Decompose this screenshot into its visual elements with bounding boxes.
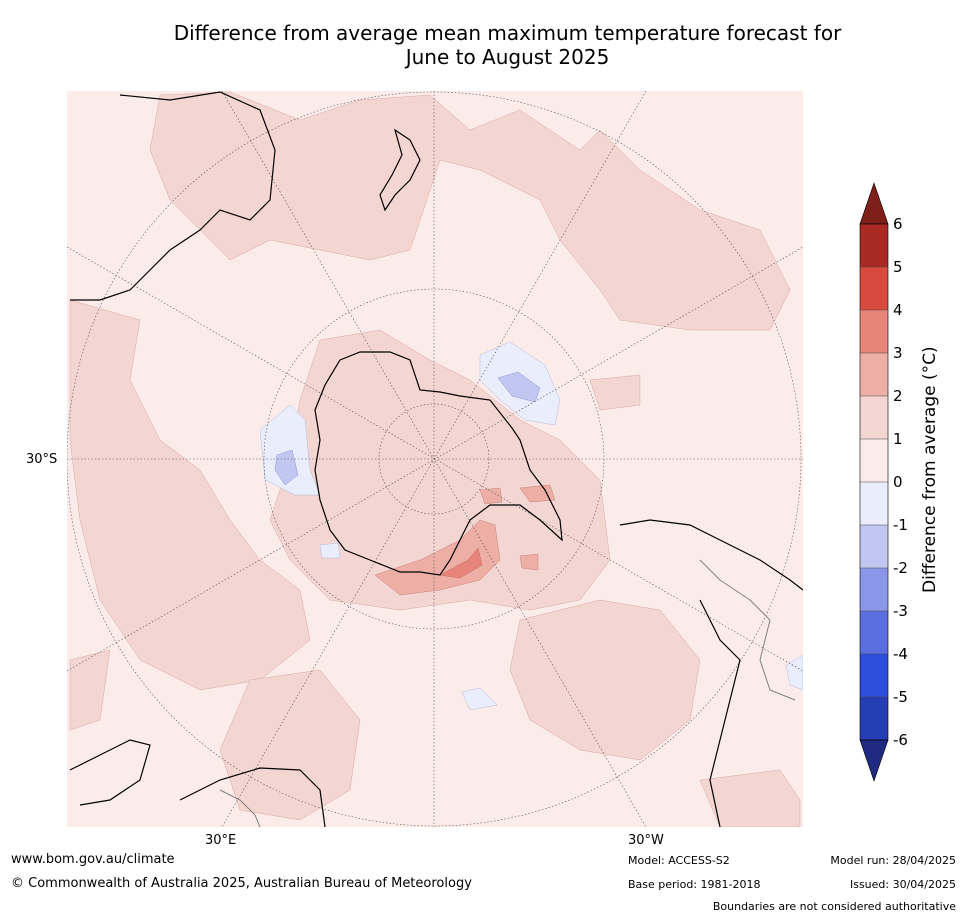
colorbar-tick-3: 3 [893,344,903,362]
lon-label-30e: 30°E [205,833,237,848]
warm-patch-2to3-b [519,484,556,503]
colorbar-tick-m4: -4 [893,645,908,663]
colorbar-bin-m4tom3 [860,611,888,654]
colorbar-tick-m1: -1 [893,516,908,534]
cool-patch-small [319,542,341,559]
footer-model-run: Model run: 28/04/2025 [830,854,956,867]
warm-patch-east [589,374,641,411]
antarctica-coast [314,351,563,576]
new-zealand-coast [379,128,421,212]
warm-region-west [69,299,311,691]
anomaly-field [69,91,803,827]
colorbar-bin-m2tom1 [860,525,888,568]
coastlines [69,91,803,827]
title-line-2: June to August 2025 [405,45,610,69]
colorbar-bin-5to6 [860,224,888,267]
footer-base-period: Base period: 1981-2018 [628,878,761,891]
lon-label-30w: 30°W [628,833,664,848]
meridian-120 [67,246,803,672]
colorbar-bin-2to3 [860,353,888,396]
south-america-coast [619,519,803,827]
colorbar-bin-3to4 [860,310,888,353]
warm-patch-3to4 [439,547,483,579]
country-boundaries [219,559,796,827]
colorbar-bin-m1to0 [860,482,888,525]
warm-patch-2to3-d [519,553,539,571]
colorbar-bin-m3tom2 [860,568,888,611]
meridian-150 [221,91,647,827]
colorbar-bin-m5tom4 [860,654,888,697]
warm-region-south [509,599,701,761]
colorbar-tick-0: 0 [893,473,903,491]
africa-coast [69,739,326,827]
footer-issued: Issued: 30/04/2025 [849,878,956,891]
colorbar-dividers [860,266,888,698]
chart-title: Difference from average mean maximum tem… [60,21,955,69]
warm-region-antarctica [269,329,611,611]
colorbar-tick-2: 2 [893,387,903,405]
colorbar-bin-1to2 [860,396,888,439]
colorbar-tick-4: 4 [893,301,903,319]
boundary-line-a [699,559,796,701]
colorbar [859,182,889,782]
australia-coast [70,91,276,301]
cool-patch-south [461,687,498,711]
colorbar-tick-5: 5 [893,258,903,276]
colorbar-tick-m5: -5 [893,688,908,706]
warm-region-north [149,91,791,331]
footer-copyright: © Commonwealth of Australia 2025, Austra… [11,876,472,891]
parallel-30s [67,91,802,827]
colorbar-tick-m6: -6 [893,731,908,749]
cool-patch-edge [785,654,803,691]
graticule [67,91,803,827]
warm-patch-2to3-a [374,519,501,596]
colorbar-bin-0to1 [860,439,888,482]
colorbar-extend-min [859,739,889,782]
footer-model: Model: ACCESS-S2 [628,854,730,867]
footer-disclaimer: Boundaries are not considered authoritat… [712,900,956,913]
title-line-1: Difference from average mean maximum tem… [173,21,842,45]
warm-region-southwest [219,669,361,821]
footer-website: www.bom.gov.au/climate [11,852,175,867]
colorbar-bin-m6tom5 [860,697,888,740]
warm-patch-2to3-c [479,487,503,505]
colorbar-tick-m3: -3 [893,602,908,620]
cool-patch-1to2-a [497,371,541,403]
warm-patch-edge [69,649,111,731]
cool-region-indian [259,404,321,496]
colorbar-tick-6: 6 [893,215,903,233]
colorbar-label: Difference from average (°C) [920,346,940,593]
colorbar-bin-4to5 [860,267,888,310]
colorbar-tick-m2: -2 [893,559,908,577]
colorbar-extend-max [859,182,889,225]
colorbar-tick-1: 1 [893,430,903,448]
warm-patch-southeast [699,769,801,827]
boundary-line-b [219,789,261,827]
lat-label-30s: 30°S [26,452,58,467]
